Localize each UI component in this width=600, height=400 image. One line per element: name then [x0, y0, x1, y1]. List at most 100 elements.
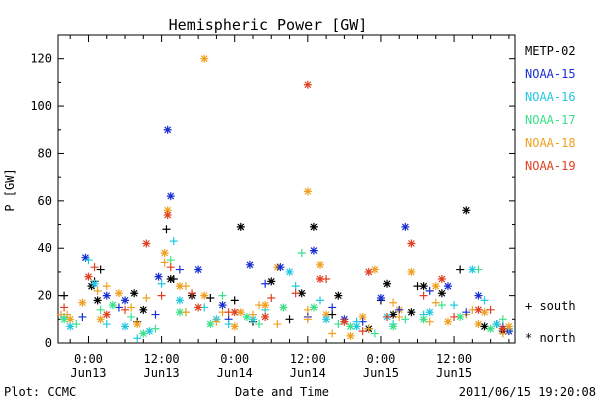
- data-point-north: [166, 192, 175, 201]
- data-point-south: [127, 303, 136, 312]
- data-point-north: [139, 305, 148, 314]
- data-point-south: [480, 296, 489, 305]
- data-point-south: [370, 329, 379, 338]
- data-point-south: [93, 286, 102, 295]
- data-point-south: [431, 298, 440, 307]
- marker-legend: + south * north: [525, 299, 576, 345]
- x-tick-day: Jun13: [70, 366, 106, 380]
- x-tick-day: Jun15: [363, 366, 399, 380]
- plot-area: [57, 34, 516, 344]
- data-point-south: [84, 256, 93, 265]
- data-point-north: [166, 275, 175, 284]
- data-point-north: [163, 206, 172, 215]
- data-point-north: [309, 246, 318, 255]
- data-point-south: [291, 282, 300, 291]
- data-point-north: [236, 222, 245, 231]
- data-point-north: [96, 315, 105, 324]
- data-point-south: [297, 248, 306, 257]
- data-point-south: [224, 320, 233, 329]
- data-point-south: [157, 291, 166, 300]
- data-point-north: [443, 282, 452, 291]
- data-point-north: [102, 310, 111, 319]
- y-tick-label: 40: [38, 241, 52, 255]
- data-point-north: [480, 308, 489, 317]
- data-point-south: [437, 301, 446, 310]
- data-point-south: [60, 291, 69, 300]
- data-point-north: [108, 301, 117, 310]
- x-axis-label: Date and Time: [235, 385, 329, 399]
- data-point-south: [230, 296, 239, 305]
- plot-timestamp: 2011/06/15 19:20:08: [459, 385, 596, 399]
- data-point-north: [194, 265, 203, 274]
- data-point-north: [248, 315, 257, 324]
- data-point-north: [322, 315, 331, 324]
- data-point-north: [425, 308, 434, 317]
- data-point-north: [316, 260, 325, 269]
- data-point-south: [389, 298, 398, 307]
- data-point-south: [358, 327, 367, 336]
- legend-entry: NOAA-15: [525, 67, 576, 81]
- legend-entry: NOAA-17: [525, 113, 576, 127]
- x-tick-day: Jun15: [436, 366, 472, 380]
- x-tick-time: 0:00: [366, 352, 395, 366]
- data-point-north: [334, 291, 343, 300]
- data-point-north: [407, 267, 416, 276]
- data-point-north: [297, 289, 306, 298]
- data-point-north: [121, 296, 130, 305]
- legend-entry: NOAA-16: [525, 90, 576, 104]
- data-point-south: [291, 289, 300, 298]
- data-point-south: [316, 296, 325, 305]
- data-point-south: [166, 263, 175, 272]
- data-point-south: [218, 291, 227, 300]
- data-point-south: [181, 308, 190, 317]
- data-point-north: [230, 322, 239, 331]
- data-point-south: [151, 310, 160, 319]
- data-point-north: [309, 222, 318, 231]
- data-point-north: [352, 322, 361, 331]
- data-point-south: [160, 258, 169, 267]
- data-point-north: [285, 267, 294, 276]
- data-point-north: [346, 331, 355, 340]
- x-tick-time: 0:00: [74, 352, 103, 366]
- marker-legend-entry: * north: [525, 331, 576, 345]
- data-point-south: [401, 315, 410, 324]
- y-tick-label: 100: [30, 99, 52, 113]
- data-point-north: [456, 312, 465, 321]
- data-point-south: [151, 324, 160, 333]
- data-point-south: [157, 279, 166, 288]
- data-point-north: [163, 211, 172, 220]
- data-point-south: [450, 312, 459, 321]
- data-point-south: [60, 303, 69, 312]
- data-point-south: [78, 312, 87, 321]
- y-tick-label: 60: [38, 194, 52, 208]
- data-point-north: [492, 320, 501, 329]
- data-point-south: [267, 293, 276, 302]
- data-point-south: [96, 265, 105, 274]
- legend-entry: METP-02: [525, 44, 576, 58]
- y-tick-label: 80: [38, 146, 52, 160]
- data-point-south: [133, 334, 142, 343]
- x-tick-time: 12:00: [290, 352, 326, 366]
- data-point-south: [114, 303, 123, 312]
- data-point-north: [462, 206, 471, 215]
- data-point-north: [200, 291, 209, 300]
- data-point-south: [96, 305, 105, 314]
- data-point-south: [175, 265, 184, 274]
- data-point-south: [273, 320, 282, 329]
- data-point-south: [166, 256, 175, 265]
- data-point-north: [389, 310, 398, 319]
- data-point-south: [102, 282, 111, 291]
- data-point-south: [395, 312, 404, 321]
- data-point-north: [175, 308, 184, 317]
- data-point-north: [437, 289, 446, 298]
- x-tick-day: Jun14: [217, 366, 253, 380]
- data-point-south: [212, 317, 221, 326]
- data-point-south: [425, 286, 434, 295]
- data-point-north: [346, 322, 355, 331]
- data-point-north: [133, 320, 142, 329]
- data-point-south: [63, 310, 72, 319]
- data-point-north: [279, 303, 288, 312]
- data-point-south: [498, 315, 507, 324]
- data-point-north: [145, 327, 154, 336]
- data-point-north: [474, 305, 483, 314]
